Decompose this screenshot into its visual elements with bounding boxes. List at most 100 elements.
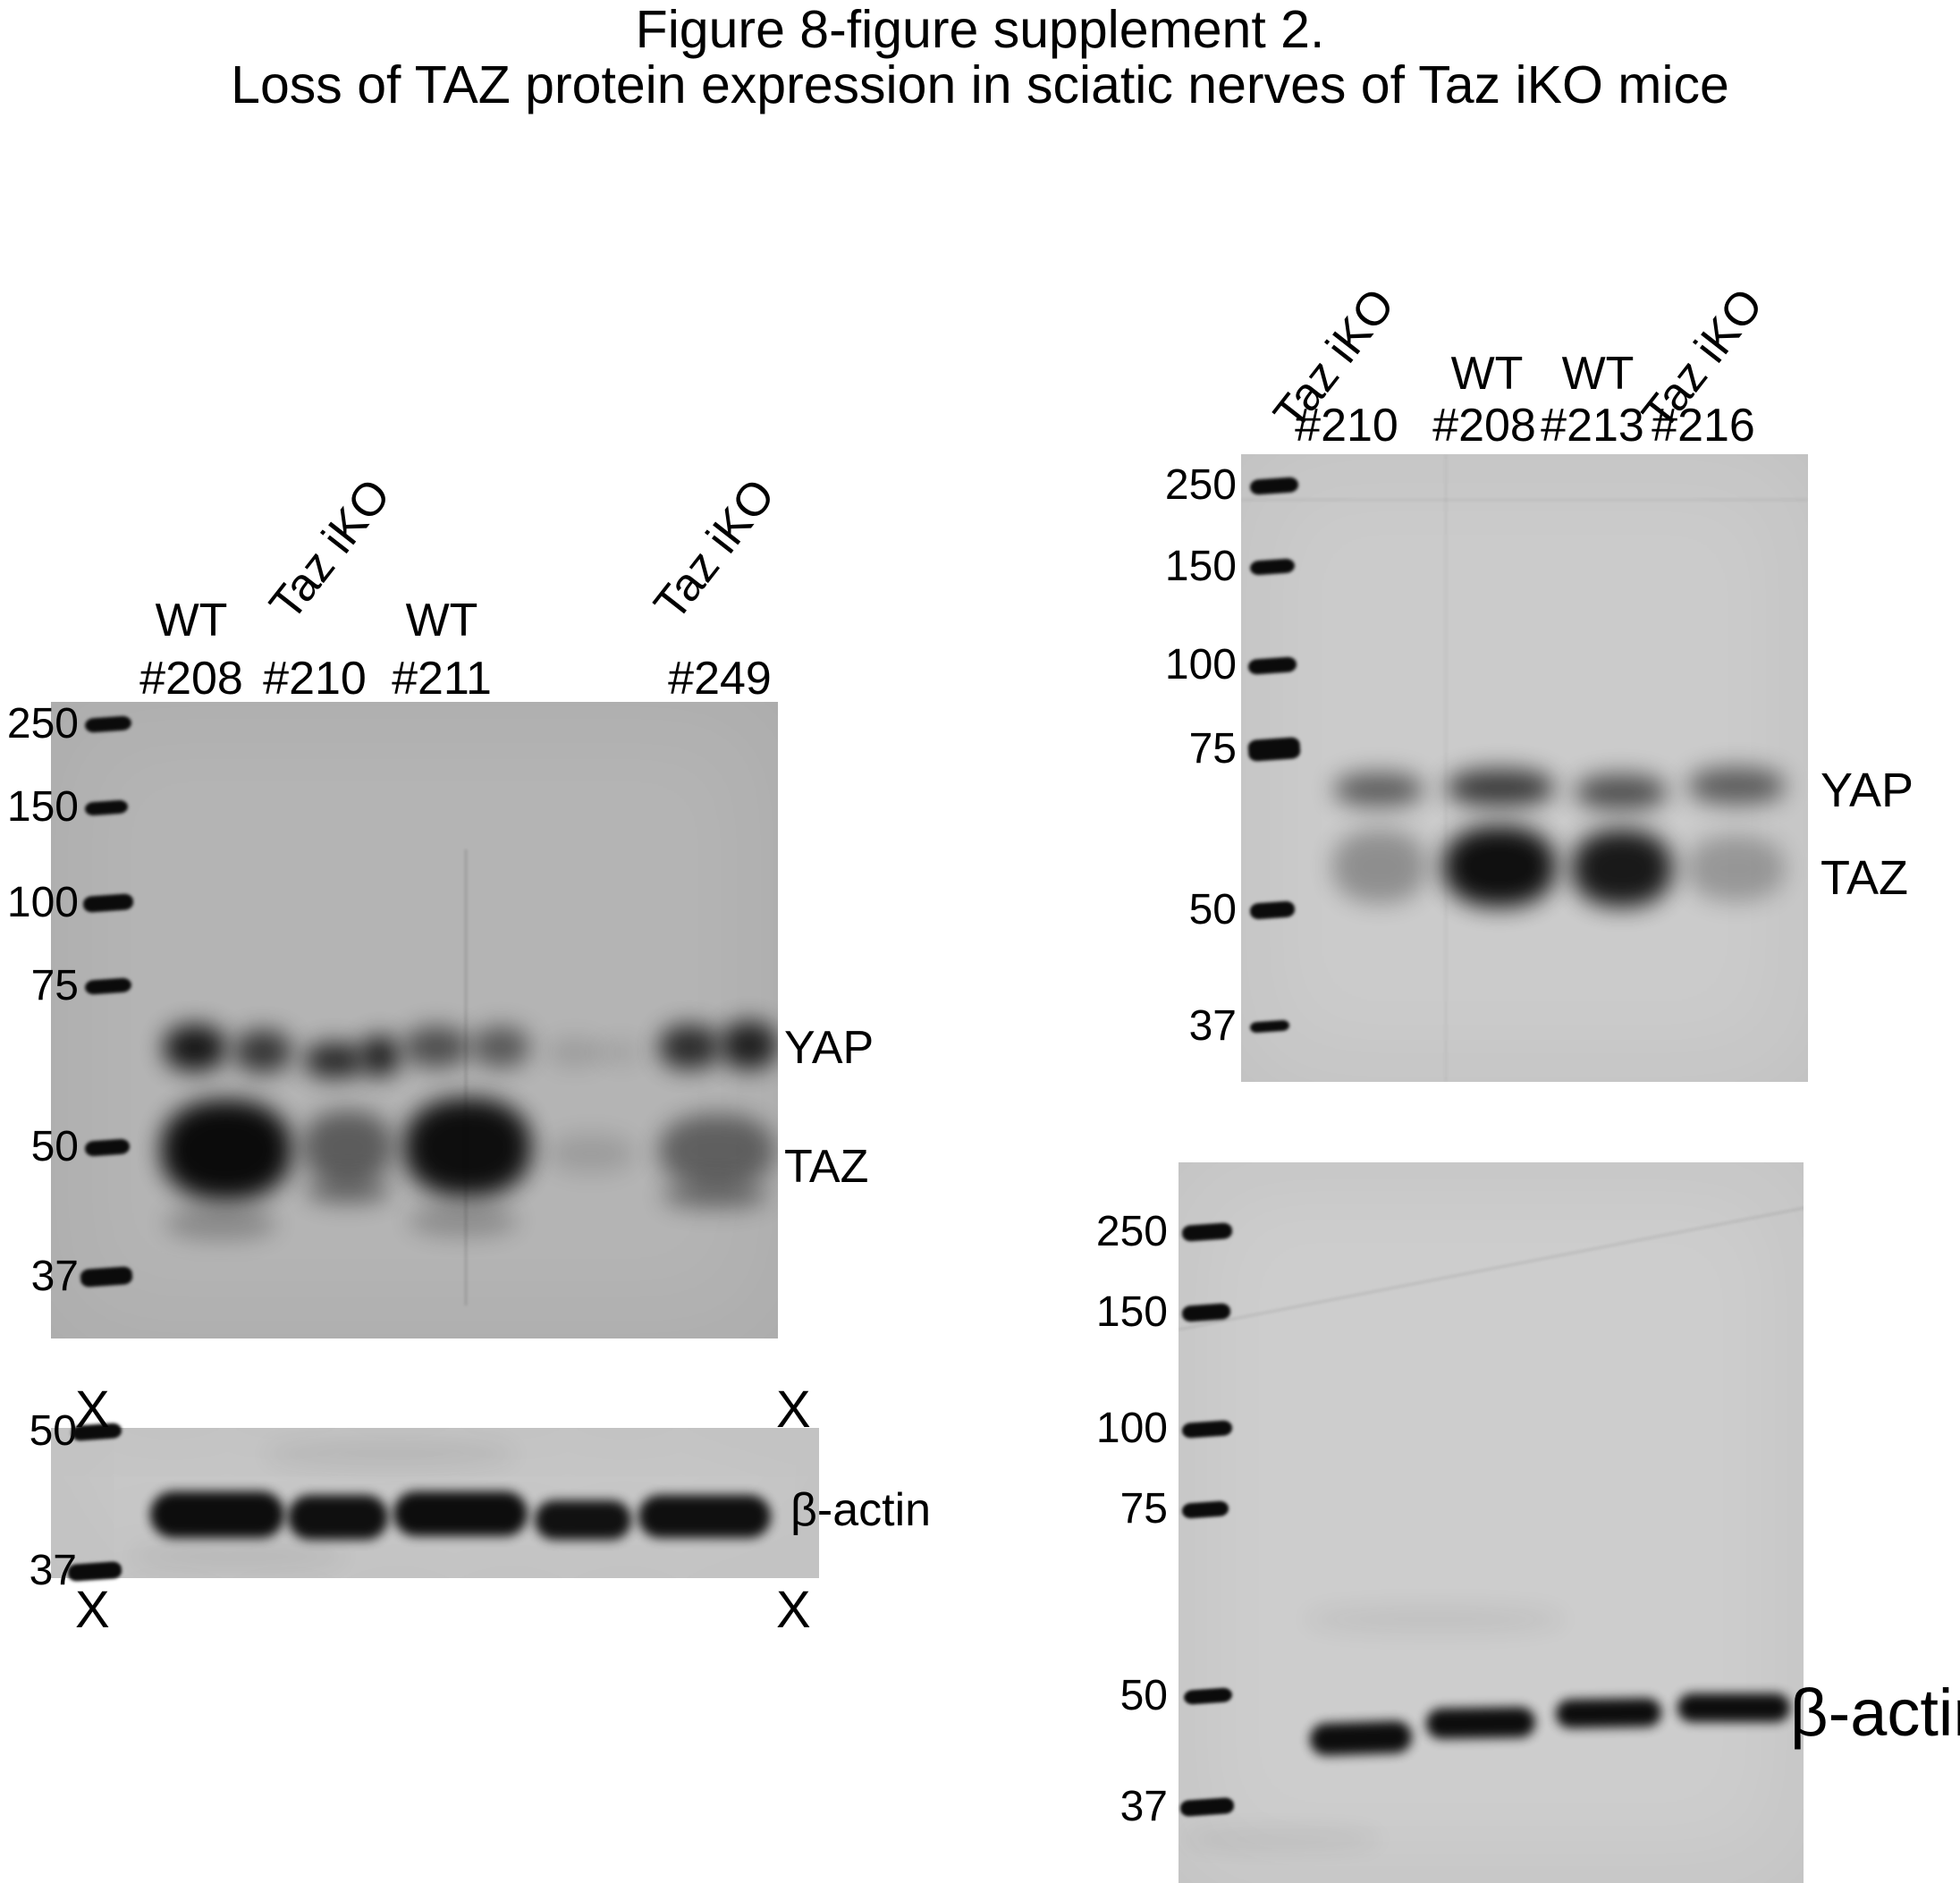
artifact-band bbox=[1445, 454, 1447, 1082]
crop-mark-top-right: X bbox=[776, 1381, 811, 1439]
YAP-band bbox=[1447, 769, 1554, 806]
lane-id-213-right: #213 bbox=[1541, 400, 1644, 452]
TAZ-band bbox=[1332, 830, 1427, 903]
mw-marker-band-250 bbox=[1249, 476, 1299, 495]
mw-marker-band-37 bbox=[80, 1266, 133, 1288]
lane-id-216-right: #216 bbox=[1652, 400, 1755, 452]
crop-mark-bottom-left: X bbox=[75, 1581, 110, 1639]
beta-actin-label-right: β-actin bbox=[1790, 1676, 1960, 1750]
TAZ-band bbox=[306, 1178, 390, 1203]
left-yap-taz-blot bbox=[51, 702, 778, 1338]
beta-actin-band bbox=[1555, 1697, 1662, 1729]
mw-marker-band-75 bbox=[1247, 737, 1301, 762]
TAZ-band bbox=[1572, 830, 1672, 907]
beta-actin-band bbox=[535, 1500, 631, 1540]
lane-id-208-right: #208 bbox=[1432, 400, 1536, 452]
YAP-band bbox=[304, 1043, 365, 1078]
lane-genotype-taziko-249: Taz iKO bbox=[644, 469, 786, 630]
YAP-band bbox=[1688, 767, 1785, 805]
mw-label-37: 37 bbox=[30, 1253, 79, 1300]
YAP-band bbox=[547, 1039, 603, 1066]
mw-label-75: 75 bbox=[1188, 725, 1237, 773]
TAZ-band bbox=[1686, 835, 1785, 901]
TAZ-band bbox=[404, 1098, 531, 1196]
mw-label-250: 250 bbox=[6, 700, 79, 747]
TAZ-band bbox=[1443, 826, 1556, 907]
TAZ-band bbox=[161, 1100, 291, 1200]
artifact-band bbox=[465, 849, 467, 1305]
TAZ-band bbox=[663, 1182, 768, 1209]
mw-marker-band-50 bbox=[1249, 900, 1296, 920]
right-yap-taz-blot bbox=[1241, 454, 1808, 1082]
mw-label-50: 50 bbox=[30, 1123, 79, 1170]
beta-actin-band bbox=[1309, 1720, 1413, 1756]
beta-actin-band bbox=[150, 1491, 284, 1538]
lane-genotype-wt-208-right: WT bbox=[1450, 348, 1524, 400]
TAZ-band bbox=[547, 1134, 635, 1173]
mw-label-37: 37 bbox=[29, 1547, 77, 1594]
mw-label-37: 37 bbox=[1188, 1002, 1237, 1050]
left-actin-blot bbox=[51, 1428, 819, 1578]
crop-mark-bottom-right: X bbox=[776, 1581, 811, 1639]
mw-marker-band-100 bbox=[1247, 655, 1297, 675]
lane-genotype-wt-208: WT bbox=[155, 595, 228, 646]
mw-label-50: 50 bbox=[29, 1407, 77, 1455]
artifact-band bbox=[131, 1544, 346, 1569]
TAZ-band bbox=[659, 1114, 775, 1187]
lane-id-210-right: #210 bbox=[1295, 400, 1398, 452]
mw-label-100: 100 bbox=[6, 879, 79, 926]
artifact-band bbox=[1241, 499, 1808, 501]
beta-actin-label-left: β-actin bbox=[790, 1484, 932, 1536]
YAP-band bbox=[1576, 774, 1667, 810]
crop-mark-top-left: X bbox=[75, 1381, 110, 1439]
lane-id-208: #208 bbox=[139, 653, 243, 705]
YAP-band bbox=[600, 1041, 641, 1064]
TAZ-band bbox=[410, 1205, 517, 1236]
mw-label-150: 150 bbox=[1095, 1288, 1168, 1336]
mw-label-250: 250 bbox=[1164, 461, 1237, 509]
TAZ-band bbox=[302, 1110, 393, 1184]
lane-genotype-wt-213-right: WT bbox=[1561, 348, 1635, 400]
mw-label-75: 75 bbox=[30, 962, 79, 1009]
YAP-band bbox=[234, 1030, 291, 1073]
artifact-band bbox=[266, 1440, 516, 1467]
lane-id-249: #249 bbox=[668, 653, 772, 705]
yap-band-label-right: YAP bbox=[1821, 764, 1914, 817]
beta-actin-band bbox=[1425, 1706, 1536, 1740]
YAP-band bbox=[164, 1025, 226, 1071]
mw-marker-band-37 bbox=[67, 1560, 122, 1582]
mw-label-100: 100 bbox=[1095, 1405, 1168, 1452]
right-actin-blot bbox=[1179, 1162, 1804, 1883]
figure-title-line1: Figure 8-figure supplement 2. bbox=[635, 0, 1325, 59]
mw-marker-band-75 bbox=[1181, 1499, 1229, 1519]
YAP-band bbox=[404, 1026, 469, 1068]
mw-marker-band-50 bbox=[84, 1137, 131, 1157]
YAP-band bbox=[360, 1035, 400, 1077]
beta-actin-band bbox=[393, 1491, 528, 1536]
taz-band-label-left: TAZ bbox=[784, 1141, 869, 1193]
artifact-band bbox=[1305, 1606, 1565, 1633]
mw-label-250: 250 bbox=[1095, 1208, 1168, 1255]
YAP-band bbox=[472, 1026, 529, 1068]
YAP-band bbox=[721, 1021, 778, 1069]
artifact-band bbox=[1179, 1197, 1804, 1330]
mw-label-75: 75 bbox=[1119, 1485, 1168, 1533]
beta-actin-band bbox=[638, 1495, 771, 1538]
mw-label-50: 50 bbox=[1188, 886, 1237, 933]
figure-title-line2: Loss of TAZ protein expression in sciati… bbox=[231, 55, 1729, 114]
TAZ-band bbox=[166, 1207, 275, 1239]
YAP-band bbox=[659, 1025, 720, 1069]
lane-genotype-wt-211: WT bbox=[405, 595, 478, 646]
mw-marker-band-100 bbox=[1181, 1419, 1233, 1439]
taz-band-label-right: TAZ bbox=[1821, 851, 1908, 905]
mw-label-150: 150 bbox=[6, 783, 79, 831]
mw-marker-band-150 bbox=[84, 798, 129, 816]
mw-label-150: 150 bbox=[1164, 543, 1237, 590]
beta-actin-band bbox=[288, 1495, 388, 1540]
lane-id-211: #211 bbox=[392, 653, 492, 705]
mw-label-100: 100 bbox=[1164, 641, 1237, 688]
beta-actin-band bbox=[1677, 1693, 1790, 1722]
YAP-band bbox=[1334, 773, 1424, 806]
yap-band-label-left: YAP bbox=[784, 1022, 874, 1074]
